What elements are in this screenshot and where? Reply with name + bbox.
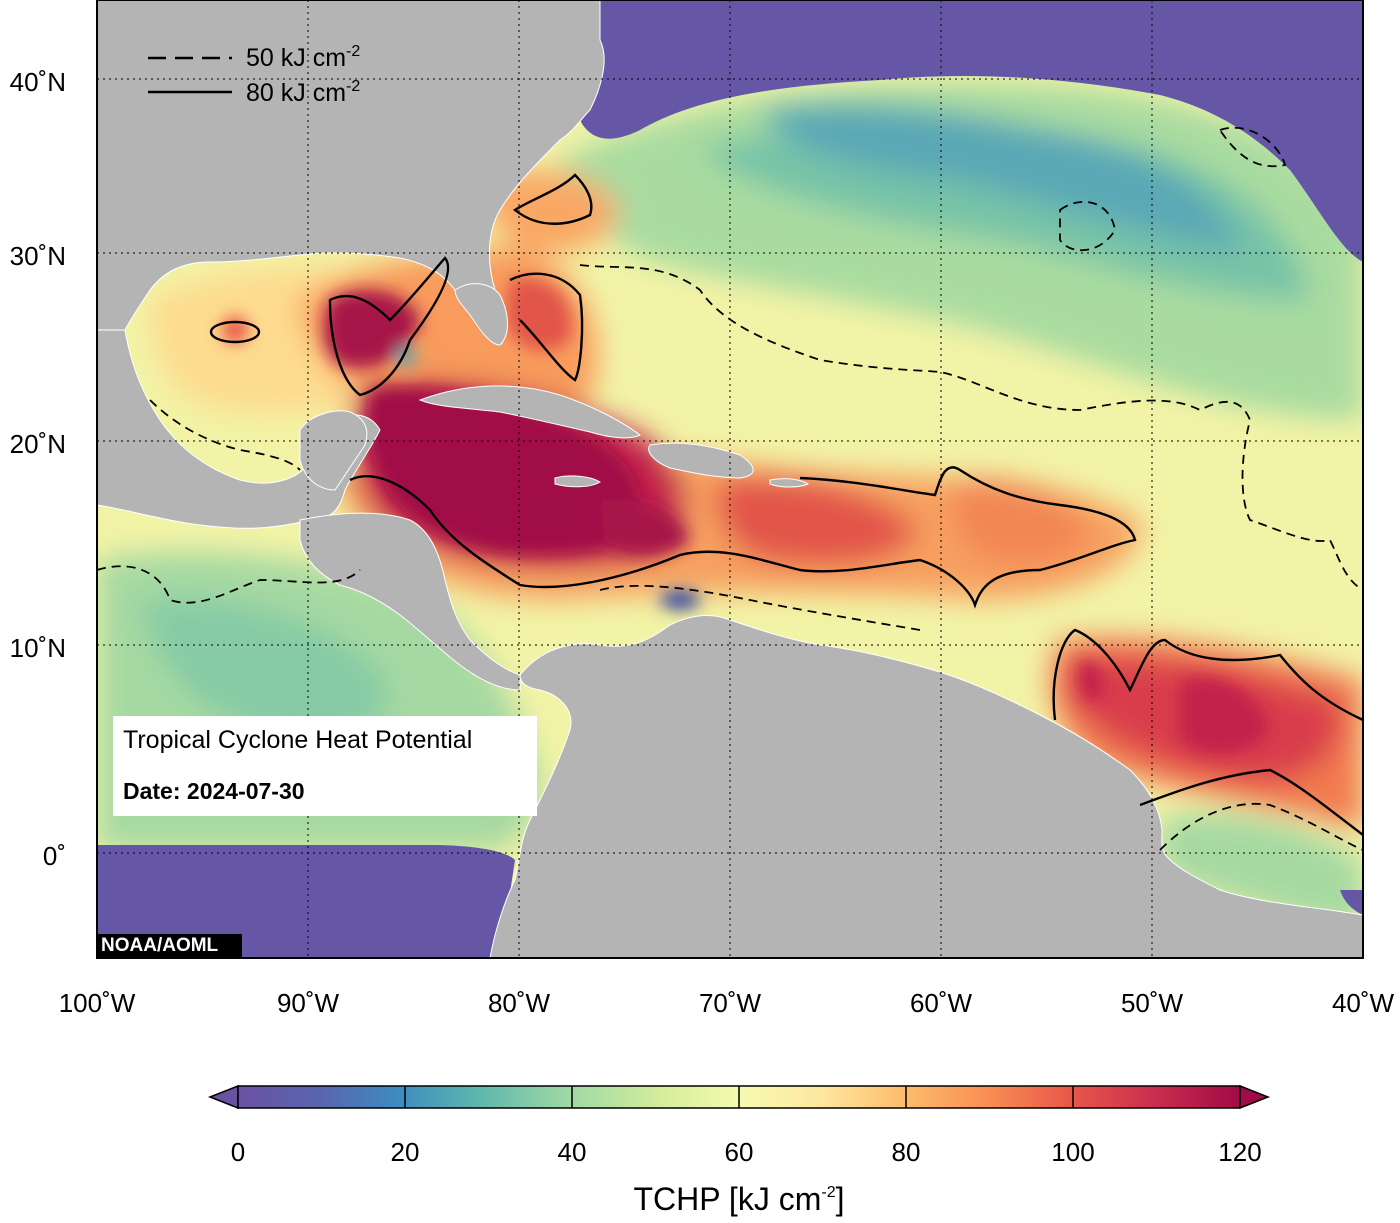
lon-tick-label: 40˚W — [1332, 988, 1395, 1018]
map-frame — [96, 0, 1364, 959]
tchp-contours — [97, 126, 1363, 851]
colorbar-tick-label: 40 — [558, 1137, 587, 1167]
lat-tick-label: 40˚N — [10, 67, 66, 97]
lat-tick-label: 20˚N — [10, 429, 66, 459]
lon-tick-label: 70˚W — [699, 988, 762, 1018]
colorbar-tick-labels: 0 20 40 60 80 100 120 — [231, 1137, 1262, 1167]
central-america-land — [299, 512, 521, 691]
lat-tick-label: 10˚N — [10, 633, 66, 663]
lon-tick-label: 100˚W — [59, 988, 136, 1018]
legend-solid-label: 80 kJ cm-2 — [246, 78, 360, 107]
colorbar-tick-label: 100 — [1051, 1137, 1094, 1167]
colorbar-tick-label: 20 — [391, 1137, 420, 1167]
credit-label: NOAA/AOML — [97, 934, 242, 958]
contour-80-caribbean — [349, 466, 1137, 609]
cold-south-atlantic — [1340, 890, 1363, 915]
colorbar-over-arrow — [1239, 1084, 1271, 1110]
tchp-hotspots — [221, 278, 1270, 754]
contour-80-western-gulf — [209, 320, 261, 344]
colorbar-tick-label: 60 — [725, 1137, 754, 1167]
contour-50-south-atlantic — [1159, 802, 1363, 851]
lon-tick-label: 90˚W — [277, 988, 340, 1018]
contour-50-atlantic — [579, 264, 1363, 591]
colorbar-under-arrow — [207, 1084, 239, 1110]
lat-tick-label: 0˚ — [43, 841, 66, 871]
florida-land — [454, 283, 508, 346]
contour-50-pacific — [97, 565, 361, 604]
hispaniola-land — [648, 442, 754, 479]
info-title: Tropical Cyclone Heat Potential — [123, 726, 473, 754]
contour-80-gulf — [328, 256, 450, 397]
contour-80-bahamas — [509, 272, 584, 382]
contour-80-equatorial-south — [1139, 768, 1363, 836]
contour-50-south-caribbean — [599, 584, 921, 631]
jamaica-land — [554, 475, 601, 488]
yucatan-land — [299, 410, 368, 491]
colorbar-tick-label: 0 — [231, 1137, 245, 1167]
puerto-rico-land — [769, 478, 810, 488]
info-date: Date: 2024-07-30 — [123, 778, 305, 804]
contour-50-north-blob — [1218, 126, 1287, 168]
colorbar-tick-label: 120 — [1218, 1137, 1261, 1167]
contour-50-mid-blob — [1059, 201, 1116, 252]
colorbar-tick-marks — [404, 1086, 1074, 1108]
contour-legend: 50 kJ cm-2 80 kJ cm-2 — [148, 43, 360, 107]
cold-eastern-pacific — [97, 845, 515, 958]
landmasses — [97, 0, 1363, 958]
info-box: Tropical Cyclone Heat Potential Date: 20… — [113, 716, 537, 816]
contour-80-equatorial-north — [1052, 628, 1363, 722]
colorbar: 0 20 40 60 80 100 120 TCHP [kJ cm-2] — [207, 1084, 1271, 1217]
lat-tick-labels: 40˚N 30˚N 20˚N 10˚N 0˚ — [10, 67, 66, 871]
colorbar-tick-label: 80 — [892, 1137, 921, 1167]
south-america-land — [489, 615, 1363, 958]
lon-tick-label: 60˚W — [910, 988, 973, 1018]
contour-50-gulf-west — [149, 399, 301, 471]
lat-tick-label: 30˚N — [10, 241, 66, 271]
legend-dashed-label: 50 kJ cm-2 — [246, 43, 360, 72]
lon-tick-label: 80˚W — [488, 988, 551, 1018]
cuba-land — [418, 385, 641, 439]
contour-80-gulfstream — [512, 173, 593, 225]
cold-north-atlantic — [560, 0, 1363, 262]
lon-tick-label: 50˚W — [1121, 988, 1184, 1018]
colorbar-title: TCHP [kJ cm-2] — [634, 1181, 845, 1217]
lon-tick-labels: 100˚W 90˚W 80˚W 70˚W 60˚W 50˚W 40˚W — [59, 988, 1395, 1018]
